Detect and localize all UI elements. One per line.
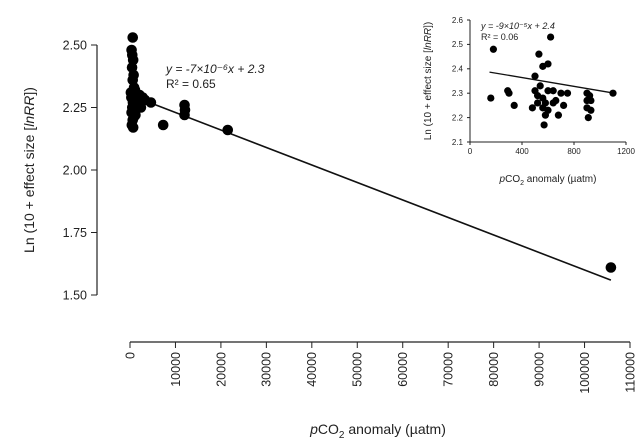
inset-data-point xyxy=(541,111,550,119)
main-ylabel-italic: lnRR xyxy=(21,96,37,127)
inset-x-tick-label: 0 xyxy=(468,147,473,156)
main-x-tick-label: 70000 xyxy=(442,352,456,387)
main-x-tick-label: 100000 xyxy=(578,352,592,394)
inset-x-ticks: 0 400 800 1200 xyxy=(468,142,635,156)
main-x-tick-label: 60000 xyxy=(396,352,410,387)
inset-data-point xyxy=(563,89,572,97)
inset-data-point xyxy=(531,72,539,80)
inset-data-point xyxy=(584,114,592,122)
inset-y-tick-label: 2.6 xyxy=(452,16,464,25)
main-x-tick-label: 80000 xyxy=(487,352,501,387)
main-y-tick-label: 2.25 xyxy=(63,101,87,115)
inset-data-point xyxy=(549,99,557,107)
inset-data-point xyxy=(609,89,617,97)
main-x-tick-label: 110000 xyxy=(623,352,637,393)
inset-y-axis-label: Ln (10 + effect size [lnRR]) xyxy=(423,22,434,141)
inset-data-point xyxy=(557,89,565,97)
main-x-axis-label: pCO2 anomaly (µatm) xyxy=(309,421,446,441)
inset-data-points xyxy=(487,33,617,129)
inset-x-tick-label: 1200 xyxy=(617,147,635,156)
inset-data-point xyxy=(528,104,537,112)
inset-data-point xyxy=(544,87,552,95)
main-y-tick-label: 2.50 xyxy=(63,38,87,52)
main-ylabel-pre: Ln (10 + effect size [ xyxy=(21,127,37,253)
main-x-tick-label: 10000 xyxy=(169,352,183,387)
main-regression-line xyxy=(129,94,612,281)
main-y-tick-label: 2.00 xyxy=(63,163,87,177)
inset-r2-label: R² = 0.06 xyxy=(481,32,518,42)
inset-data-point xyxy=(535,50,543,58)
inset-data-point xyxy=(549,87,557,95)
inset-data-point xyxy=(534,99,542,107)
inset-xlabel-main: CO xyxy=(505,174,520,185)
main-data-point xyxy=(157,119,169,131)
main-data-point xyxy=(127,122,139,133)
main-x-tick-label: 30000 xyxy=(260,352,274,387)
inset-y-ticks: 2.1 2.2 2.3 2.4 2.5 2.6 xyxy=(452,16,470,147)
inset-data-point xyxy=(544,60,552,68)
inset-data-point xyxy=(489,45,497,53)
main-xlabel-sub: 2 xyxy=(339,430,345,441)
main-x-tick-label: 40000 xyxy=(305,352,319,387)
main-data-point xyxy=(145,97,157,108)
inset-y-tick-label: 2.1 xyxy=(452,138,464,147)
main-ylabel-post: ]) xyxy=(21,87,37,96)
main-data-point xyxy=(605,262,617,273)
inset-data-point xyxy=(540,121,548,129)
inset-x-axis-label: pCO2 anomaly (µatm) xyxy=(499,174,597,187)
main-data-point xyxy=(127,32,139,43)
inset-xlabel-rest: anomaly (µatm) xyxy=(524,174,596,185)
inset-data-point xyxy=(547,33,555,41)
inset-y-tick-label: 2.3 xyxy=(452,89,464,98)
inset-data-point xyxy=(505,89,513,97)
inset-xlabel-prefix: p xyxy=(499,174,506,185)
main-xlabel-main: CO xyxy=(318,421,339,437)
main-xlabel-prefix: p xyxy=(309,421,318,437)
main-y-tick-label: 1.75 xyxy=(63,226,87,240)
inset-ylabel-post: ]) xyxy=(423,22,434,28)
inset-data-point xyxy=(587,96,595,105)
main-data-point xyxy=(222,124,234,136)
main-x-tick-label: 0 xyxy=(123,352,137,359)
inset-ylabel-italic: lnRR xyxy=(423,28,434,50)
inset-data-point xyxy=(560,101,568,109)
inset-regression-line xyxy=(489,71,615,94)
main-data-points xyxy=(125,32,617,273)
main-x-tick-label: 20000 xyxy=(214,352,228,387)
main-xlabel-rest: anomaly (µatm) xyxy=(344,421,445,437)
main-scatter-chart: 1.501.752.002.252.50 0 10000 20000 30000 400… xyxy=(21,32,637,441)
main-y-tick-label: 1.50 xyxy=(63,288,87,302)
main-x-ticks: 0 10000 20000 30000 40000 50000 60000 70000 8000… xyxy=(123,342,637,394)
main-x-tick-label: 50000 xyxy=(351,352,365,387)
main-y-axis-label: Ln (10 + effect size [lnRR]) xyxy=(21,87,37,253)
main-data-point xyxy=(179,109,190,121)
inset-x-tick-label: 800 xyxy=(567,147,581,156)
inset-data-point xyxy=(510,101,518,109)
main-r2-label: R² = 0.65 xyxy=(166,77,216,91)
inset-data-point xyxy=(554,111,563,119)
inset-xlabel-sub: 2 xyxy=(520,180,524,187)
inset-scatter-chart: 2.1 2.2 2.3 2.4 2.5 2.6 0 400 800 1200 y = -9×10… xyxy=(423,16,635,187)
main-y-ticks: 1.50 1.75 2.00 2.25 2.50 xyxy=(63,38,97,302)
inset-y-tick-label: 2.2 xyxy=(452,113,464,122)
inset-equation-label: y = -9×10⁻⁵x + 2.4 xyxy=(480,21,555,31)
inset-ylabel-pre: Ln (10 + effect size [ xyxy=(423,50,434,140)
inset-y-tick-label: 2.5 xyxy=(452,40,464,49)
main-x-tick-label: 90000 xyxy=(532,352,546,387)
inset-data-point xyxy=(487,94,495,102)
main-equation-label: y = -7×10⁻⁶x + 2.3 xyxy=(165,62,265,76)
inset-data-point xyxy=(536,82,544,90)
inset-data-point xyxy=(587,106,595,114)
inset-y-tick-label: 2.4 xyxy=(452,65,464,74)
inset-x-tick-label: 400 xyxy=(515,147,529,156)
